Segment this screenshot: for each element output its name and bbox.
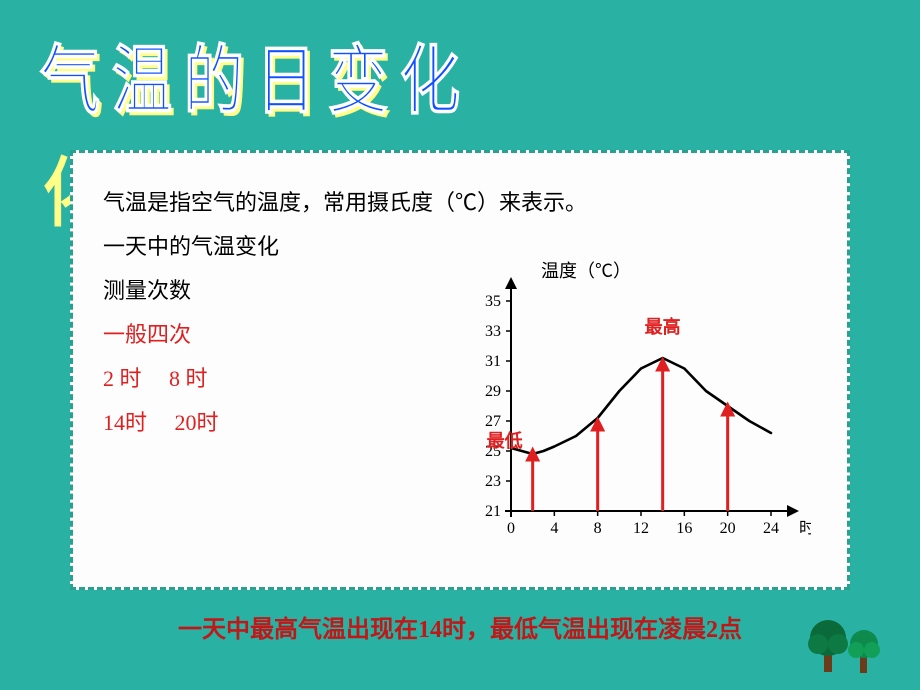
svg-text:35: 35 [485, 293, 501, 310]
svg-text:29: 29 [485, 383, 501, 400]
svg-text:23: 23 [485, 473, 501, 490]
svg-text:12: 12 [633, 520, 649, 537]
time-2: 2 时 [103, 366, 142, 391]
svg-text:时: 时 [799, 519, 811, 537]
svg-text:0: 0 [507, 520, 515, 537]
svg-text:21: 21 [485, 503, 501, 520]
svg-text:27: 27 [485, 413, 501, 430]
trees-icon [802, 596, 902, 676]
content-panel: 气温是指空气的温度，常用摄氏度（℃）来表示。 一天中的气温变化 测量次数 一般四… [70, 150, 850, 590]
svg-text:31: 31 [485, 353, 501, 370]
footer-text: 一天中最高气温出现在14时，最低气温出现在凌晨2点 [0, 609, 920, 644]
svg-text:16: 16 [676, 520, 692, 537]
svg-text:8: 8 [594, 520, 602, 537]
svg-text:24: 24 [763, 520, 779, 537]
svg-text:最低: 最低 [487, 430, 523, 451]
time-8: 8 时 [169, 366, 208, 391]
svg-text:33: 33 [485, 323, 501, 340]
time-20: 20时 [175, 410, 219, 435]
slide-title: 气温的日变化 气温的日变化 [40, 20, 472, 129]
svg-text:温度（℃）: 温度（℃） [541, 261, 631, 281]
slide-title-text: 气温的日变化 [40, 39, 472, 123]
time-14: 14时 [103, 410, 147, 435]
svg-text:最高: 最高 [645, 316, 681, 337]
text-line-1: 气温是指空气的温度，常用摄氏度（℃）来表示。 [103, 181, 817, 225]
temperature-chart: 212325272931333504812162024时温度（℃）最低最高 [451, 261, 811, 561]
svg-text:20: 20 [720, 520, 736, 537]
svg-text:4: 4 [550, 520, 558, 537]
